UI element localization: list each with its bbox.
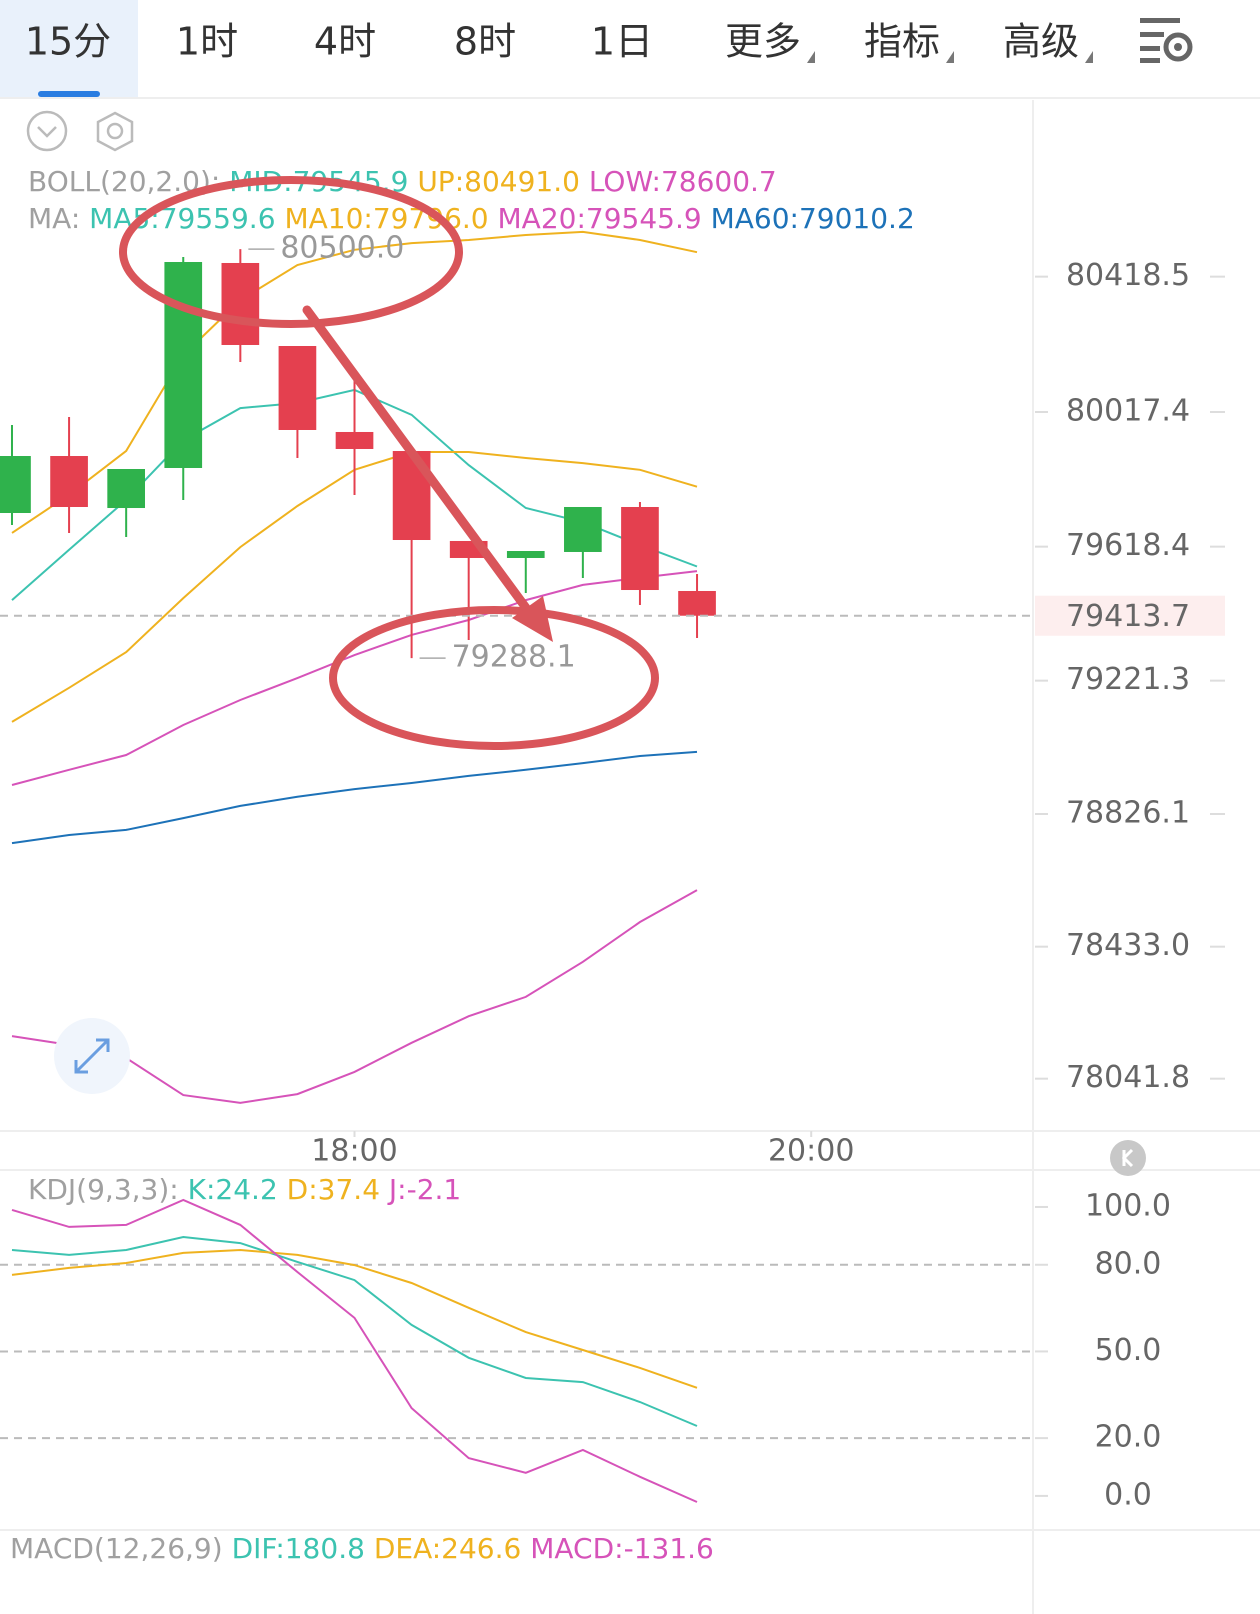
tab[interactable]: 1日 [591, 20, 653, 64]
y-tick-label: 79221.3 [1066, 662, 1190, 697]
legend-item: DEA:246.6 [374, 1532, 522, 1565]
extreme-label: 79288.1 [452, 640, 576, 675]
settings-icon[interactable] [1140, 18, 1193, 63]
y-tick-label: 20.0 [1095, 1420, 1162, 1455]
last-price-label: 79413.7 [1066, 599, 1190, 634]
y-tick-label: 80418.5 [1066, 258, 1190, 293]
tab[interactable]: 1时 [176, 20, 238, 64]
tab[interactable]: 高级 [1003, 20, 1079, 64]
tab[interactable]: 8时 [454, 20, 516, 64]
legend-item: UP:80491.0 [417, 165, 580, 198]
selected-tab-bg [0, 0, 138, 97]
y-tick-label: 78826.1 [1066, 796, 1190, 831]
tab[interactable]: 4时 [314, 20, 376, 64]
legend-item: D:37.4 [287, 1173, 380, 1206]
legend-item: MACD:-131.6 [530, 1532, 714, 1565]
settings-hex-dot [106, 122, 124, 140]
extreme-label: 80500.0 [280, 231, 404, 266]
x-tick-label: 20:00 [768, 1134, 854, 1169]
indicator-line [11, 230, 698, 534]
legend-item: K:24.2 [188, 1173, 278, 1206]
candle-body [278, 346, 317, 430]
legend-item: MA20:79545.9 [498, 202, 702, 235]
y-tick-label: 100.0 [1085, 1188, 1171, 1223]
annotation-circle [119, 176, 463, 328]
indicator-line [11, 1198, 698, 1503]
candle-body [50, 456, 88, 507]
main-chart: BOLL(20,2.0): MID:79545.9 UP:80491.0 LOW… [0, 165, 1225, 1169]
annotation-arrow [302, 305, 537, 621]
collapse-icon[interactable] [26, 110, 68, 152]
y-tick-label: 79618.4 [1066, 528, 1190, 563]
candle-body [564, 506, 602, 552]
y-tick-label: 50.0 [1095, 1333, 1162, 1368]
annotation-arrowhead [512, 596, 553, 642]
tab[interactable]: 15分 [25, 20, 111, 64]
dropdown-marker [1085, 51, 1093, 63]
y-tick-label: 0.0 [1104, 1477, 1152, 1512]
candle-body [506, 551, 545, 558]
kdj-chart: KDJ(9,3,3): K:24.2 D:37.4 J:-2.1 100.0 80.… [0, 1173, 1171, 1512]
legend: KDJ(9,3,3): K:24.2 D:37.4 J:-2.1 [28, 1173, 461, 1206]
tab-bar: 15分 1时 4时 8时 1日 更多 指标 高级 [25, 20, 1093, 64]
indicator-line [11, 570, 698, 786]
legend: MA: MA5:79559.6 MA10:79796.0 MA20:79545.… [28, 202, 915, 235]
candle-body [621, 506, 659, 591]
legend-item: DIF:180.8 [232, 1532, 365, 1565]
legend-item: MA5:79559.6 [89, 202, 275, 235]
legend-item: MA60:79010.2 [711, 202, 915, 235]
candle-body [164, 262, 203, 468]
collapse-chevron [37, 126, 57, 138]
legend-item: LOW:78600.7 [589, 165, 777, 198]
legend: MACD(12,26,9) DIF:180.8 DEA:246.6 MACD:-… [10, 1532, 714, 1565]
indicator-line [11, 750, 698, 845]
legend-item: MACD(12,26,9) [10, 1532, 223, 1565]
candle-body [335, 431, 374, 449]
candle-body [0, 456, 31, 514]
y-tick-label: 80017.4 [1066, 394, 1190, 429]
tab-underline [38, 91, 100, 97]
y-tick-label: 78041.8 [1066, 1060, 1190, 1095]
dropdown-marker [807, 51, 815, 63]
candle-body [107, 469, 146, 509]
y-tick-label: 78433.0 [1066, 928, 1190, 963]
legend-item: J:-2.1 [387, 1173, 461, 1206]
settings-hex[interactable] [96, 111, 134, 152]
dropdown-marker [946, 51, 954, 63]
indicator-line [11, 1248, 698, 1389]
indicator-line [11, 1235, 698, 1427]
tab[interactable]: 指标 [864, 20, 940, 64]
last-price-bg [1035, 595, 1225, 636]
candle-body [678, 590, 716, 616]
tab[interactable]: 更多 [725, 20, 801, 64]
expand-icon [74, 1038, 110, 1074]
legend: BOLL(20,2.0): MID:79545.9 UP:80491.0 LOW… [28, 165, 777, 198]
x-tick-label: 18:00 [311, 1134, 397, 1169]
candle-body [221, 262, 260, 345]
legend-item: KDJ(9,3,3): [28, 1173, 179, 1206]
legend-item: MA: [28, 202, 80, 235]
scroll-end-button[interactable] [1110, 1140, 1146, 1176]
scroll-end-icon [1121, 1148, 1134, 1168]
annotation-circle [329, 606, 659, 750]
y-tick-label: 80.0 [1095, 1246, 1162, 1281]
